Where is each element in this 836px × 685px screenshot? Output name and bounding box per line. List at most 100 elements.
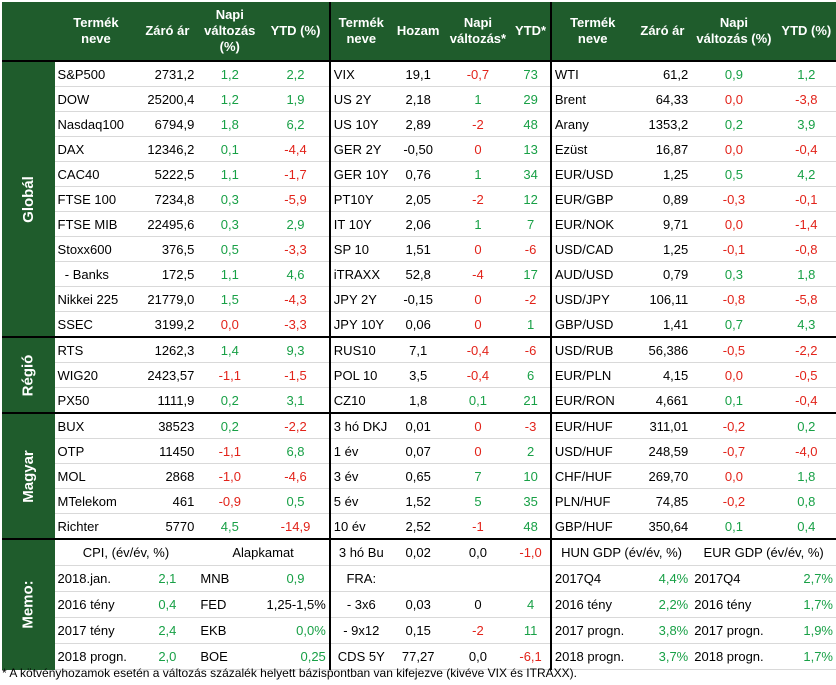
product-name: 1 év [329, 438, 392, 464]
section-label-text: Régió [19, 354, 37, 396]
product-name: OTP [54, 438, 138, 464]
memo-bu-yield: 0,02 [391, 539, 445, 566]
close-price: 1111,9 [137, 387, 198, 414]
daily-change: -1,0 [197, 463, 263, 489]
ytd: -0,4 [776, 136, 836, 162]
daily-change: -1 [444, 513, 512, 540]
memo-bu-change: 0,0 [444, 539, 512, 566]
daily-change: 0,0 [691, 86, 777, 112]
close-price: 1,25 [633, 236, 692, 262]
table-row: - Banks 172,5 1,1 4,6 iTRAXX 52,8 -4 17 AUD/USD 0… [2, 261, 836, 287]
eur-gdp-period: 2017 progn. [691, 617, 777, 644]
ytd: -2,2 [262, 413, 331, 439]
bond-label: CDS 5Y [329, 643, 392, 670]
yield: 3,5 [391, 362, 445, 388]
product-name: GER 2Y [329, 136, 392, 162]
daily-change: -0,1 [691, 236, 777, 262]
product-name: EUR/PLN [550, 362, 634, 388]
daily-change: 0 [444, 286, 512, 312]
memo-row: 2018 progn. 2,0 BOE 0,25 CDS 5Y 77,27 0,0 -6,1 2… [2, 643, 836, 670]
close-price: 2731,2 [137, 61, 198, 87]
header-daily-change-2: Napi változás* [444, 2, 512, 62]
ytd: 4,3 [776, 311, 836, 338]
yield: 0,07 [391, 438, 445, 464]
daily-change: 0,2 [197, 413, 263, 439]
close-price: 22495,6 [137, 211, 198, 237]
daily-change: -2 [444, 186, 512, 212]
product-name: Richter [54, 513, 138, 540]
daily-change: -0,8 [691, 286, 777, 312]
header-daily-change-1: Napi változás (%) [197, 2, 263, 62]
daily-change: 1,4 [197, 337, 263, 363]
product-name: 5 év [329, 488, 392, 514]
daily-change: 1,1 [197, 161, 263, 187]
close-price: 64,33 [633, 86, 692, 112]
product-name: Brent [550, 86, 634, 112]
table-row: MTelekom 461 -0,9 0,5 5 év 1,52 5 35 PLN/HUF 74,8… [2, 488, 836, 514]
yield: 1,52 [391, 488, 445, 514]
eur-gdp-value: 2,7% [776, 565, 836, 592]
close-price: 3199,2 [137, 311, 198, 338]
rate-bank: EKB [197, 617, 263, 644]
product-name: - Banks [54, 261, 138, 287]
daily-change: 0,0 [691, 463, 777, 489]
product-name: US 10Y [329, 111, 392, 137]
header-yield: Hozam [391, 2, 445, 62]
table-row: CAC40 5222,5 1,1 -1,7 GER 10Y 0,76 1 34 EUR/USD 1… [2, 161, 836, 187]
ytd: -4,3 [262, 286, 331, 312]
daily-change: 0,0 [691, 136, 777, 162]
product-name: BUX [54, 413, 138, 439]
daily-change: 0,3 [197, 211, 263, 237]
ytd: -4,6 [262, 463, 331, 489]
product-name: POL 10 [329, 362, 392, 388]
product-name: 10 év [329, 513, 392, 540]
daily-change: 0,0 [197, 311, 263, 338]
close-price: 1353,2 [633, 111, 692, 137]
close-price: 6794,9 [137, 111, 198, 137]
ytd: -2 [511, 286, 552, 312]
hun-gdp-value: 4,4% [633, 565, 692, 592]
daily-change: 0,2 [197, 387, 263, 414]
ytd: -3,3 [262, 236, 331, 262]
bond-ytd [511, 565, 552, 592]
rate-value: 1,25-1,5% [262, 591, 331, 618]
daily-change: -0,2 [691, 488, 777, 514]
ytd: 1 [511, 311, 552, 338]
close-price: 0,79 [633, 261, 692, 287]
product-name: MTelekom [54, 488, 138, 514]
daily-change: -0,7 [691, 438, 777, 464]
close-price: 4,661 [633, 387, 692, 414]
yield: -0,50 [391, 136, 445, 162]
memo-bu-label: 3 hó Bu [329, 539, 392, 566]
memo-hun-gdp-title: HUN GDP (év/év, %) [550, 539, 692, 566]
eur-gdp-value: 1,7% [776, 591, 836, 618]
ytd: 7 [511, 211, 552, 237]
daily-change: -0,7 [444, 61, 512, 87]
daily-change: 5 [444, 488, 512, 514]
ytd: 6,8 [262, 438, 331, 464]
bond-label: - 3x6 [329, 591, 392, 618]
daily-change: -2 [444, 111, 512, 137]
bond-label: FRA: [329, 565, 392, 592]
memo-row: 2016 tény 0,4 FED 1,25-1,5% - 3x6 0,03 0 4 2016 … [2, 591, 836, 618]
header-corner [2, 2, 55, 62]
product-name: MOL [54, 463, 138, 489]
daily-change: 1,1 [197, 261, 263, 287]
bond-ytd: 4 [511, 591, 552, 618]
daily-change: 0,0 [691, 362, 777, 388]
close-price: 269,70 [633, 463, 692, 489]
product-name: Nikkei 225 [54, 286, 138, 312]
ytd: 3,9 [776, 111, 836, 137]
section-label: Régió [2, 337, 55, 414]
ytd: -0,1 [776, 186, 836, 212]
ytd: -2,2 [776, 337, 836, 363]
yield: 2,06 [391, 211, 445, 237]
close-price: 12346,2 [137, 136, 198, 162]
cpi-value: 2,4 [137, 617, 198, 644]
ytd: 1,2 [776, 61, 836, 87]
product-name: JPY 2Y [329, 286, 392, 312]
rate-value: 0,9 [262, 565, 331, 592]
product-name: EUR/USD [550, 161, 634, 187]
eur-gdp-period: 2017Q4 [691, 565, 777, 592]
eur-gdp-period: 2018 progn. [691, 643, 777, 670]
